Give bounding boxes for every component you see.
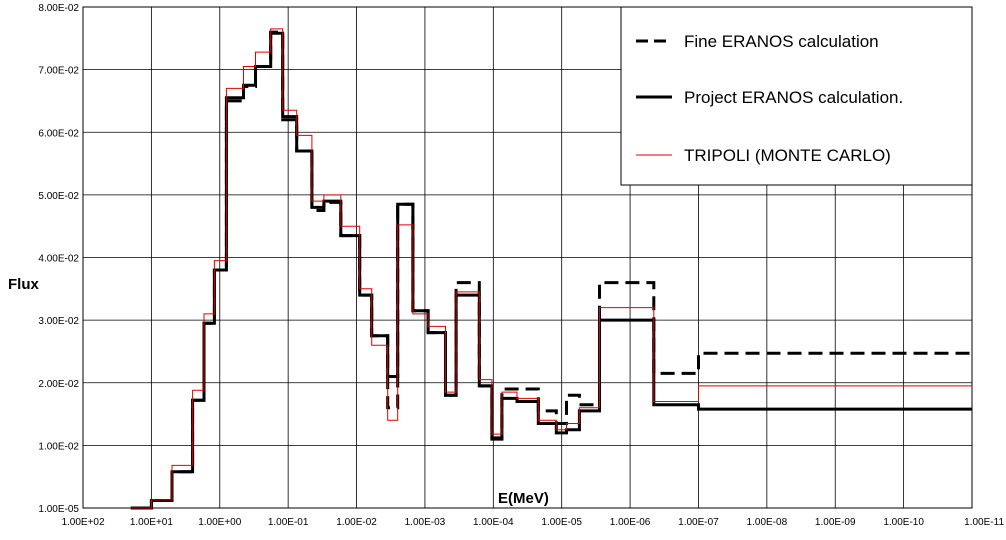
- y-tick-label: 2.00E-02: [38, 379, 79, 390]
- x-tick-label: 1.00E-01: [268, 517, 309, 528]
- y-tick-labels: 1.00E-05 1.00E-02 2.00E-02 3.00E-02 4.00E-02…: [38, 3, 79, 515]
- y-tick-label: 8.00E-02: [38, 3, 79, 14]
- legend-box: [620, 6, 973, 186]
- legend-label-tripoli: TRIPOLI (MONTE CARLO): [684, 146, 891, 165]
- x-tick-label: 1.00E-11: [964, 517, 1004, 528]
- y-tick-label: 6.00E-02: [38, 128, 79, 139]
- x-tick-label: 1.00E-02: [336, 517, 377, 528]
- y-tick-label: 1.00E-05: [38, 504, 79, 515]
- x-tick-label: 1.00E-04: [473, 517, 514, 528]
- x-tick-labels: 1.00E+02 1.00E+01 1.00E+00 1.00E-01 1.00E-02…: [61, 517, 1004, 528]
- x-tick-label: 1.00E-06: [610, 517, 651, 528]
- x-tick-label: 1.00E-05: [541, 517, 582, 528]
- y-axis-label: Flux: [8, 276, 39, 293]
- x-tick-label: 1.00E+02: [61, 517, 105, 528]
- series-layer: [130, 28, 972, 510]
- x-tick-label: 1.00E+01: [130, 517, 174, 528]
- x-tick-label: 1.00E-08: [747, 517, 788, 528]
- x-tick-label: 1.00E+00: [198, 517, 242, 528]
- y-tick-label: 7.00E-02: [38, 66, 79, 77]
- y-tick-label: 3.00E-02: [38, 316, 79, 327]
- y-tick-label: 4.00E-02: [38, 254, 79, 265]
- legend: Fine ERANOS calculation Project ERANOS c…: [620, 6, 973, 186]
- legend-label-fine: Fine ERANOS calculation: [684, 32, 879, 51]
- y-tick-label: 5.00E-02: [38, 191, 79, 202]
- x-axis-label: E(MeV): [498, 490, 549, 507]
- legend-label-project: Project ERANOS calculation.: [684, 88, 903, 107]
- plot-frame: [82, 6, 973, 509]
- y-tick-label: 1.00E-02: [38, 441, 79, 452]
- x-tick-label: 1.00E-03: [405, 517, 446, 528]
- x-tick-label: 1.00E-09: [815, 517, 856, 528]
- x-tick-label: 1.00E-10: [883, 517, 924, 528]
- x-tick-label: 1.00E-07: [678, 517, 719, 528]
- series-line-tripoli: [130, 28, 972, 509]
